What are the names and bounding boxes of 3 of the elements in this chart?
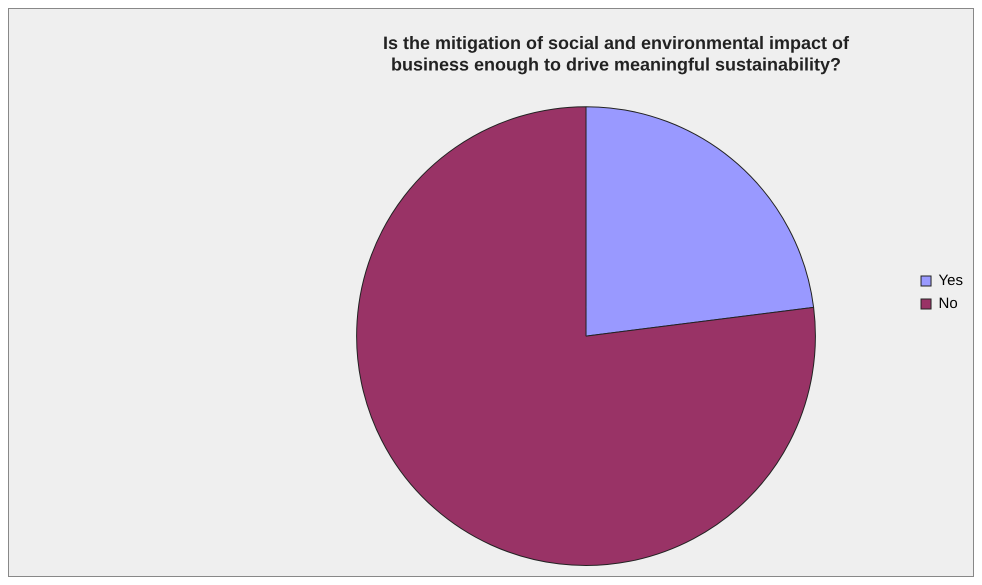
chart-title: Is the mitigation of social and environmental impact of business enough to drive meaningful sustainability? xyxy=(382,32,850,74)
legend-label: No xyxy=(938,295,958,312)
legend-label: Yes xyxy=(938,272,964,290)
